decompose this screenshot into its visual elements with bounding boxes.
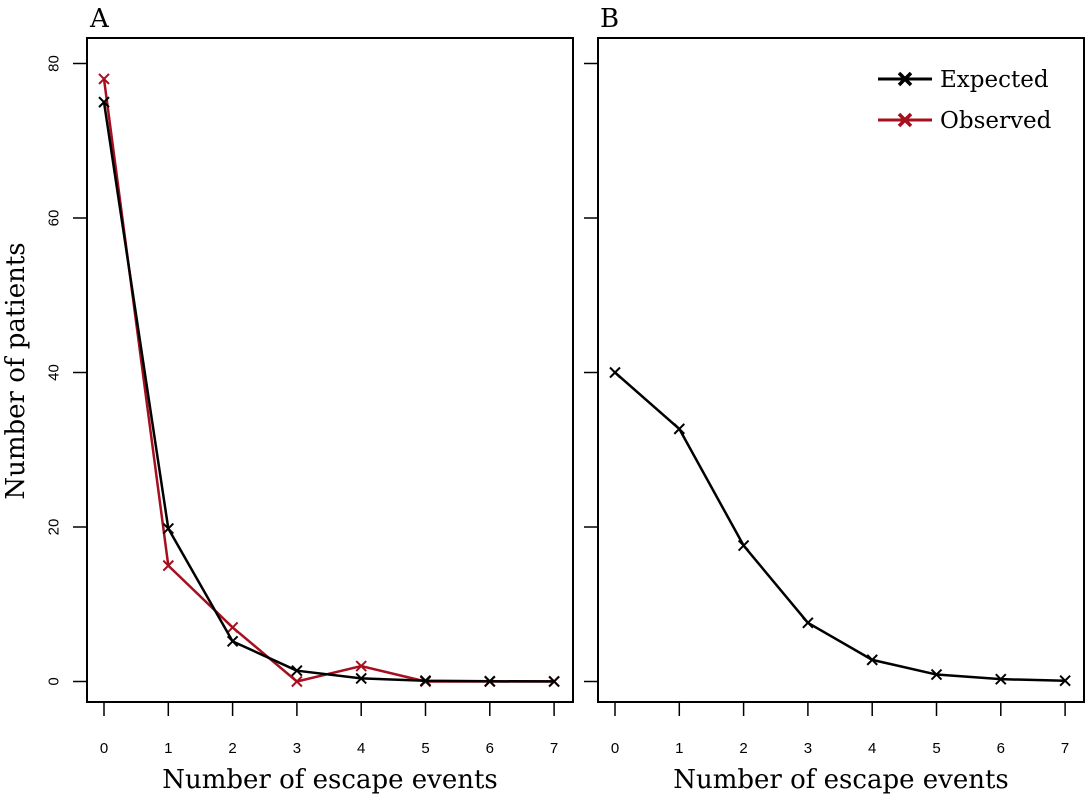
panel-a-x-tick-label: 2	[228, 740, 236, 757]
panel-a-x-tick-label: 6	[486, 740, 494, 757]
panel-b-expected-point	[995, 673, 1007, 685]
panel-a-x-axis-title: Number of escape events	[162, 765, 498, 795]
panel-b-x-tick-label: 3	[804, 740, 812, 757]
panel-b: B Number of escape events 0 1 2 3 4 5 6 7 Expec…	[584, 4, 1085, 795]
panel-a-expected-point	[291, 664, 303, 677]
panel-b-ticks: 0 1 2 3 4 5 6 7	[584, 62, 1069, 757]
panel-a-observed-point	[226, 621, 239, 634]
panel-a-y-tick-label: 60	[46, 210, 63, 227]
panel-b-x-tick-label: 1	[675, 740, 683, 757]
panel-b-expected-point	[1059, 675, 1071, 687]
panel-a-expected-point	[548, 675, 560, 688]
panel-b-expected-point	[737, 539, 750, 552]
panel-a-observed-point	[291, 675, 303, 688]
panel-a: A Number of escape events Number of pati…	[1, 4, 574, 795]
panel-a-y-tick-label: 0	[46, 677, 63, 685]
panel-a-x-tick-label: 3	[293, 740, 301, 757]
panel-a-expected-line	[102, 101, 555, 683]
panel-a-x-tick-label: 4	[357, 740, 365, 757]
panel-b-expected-point	[673, 423, 686, 435]
panel-b-x-axis-title: Number of escape events	[673, 765, 1009, 795]
panel-a-label: A	[89, 4, 110, 34]
panel-b-expected-point	[930, 668, 943, 681]
panel-a-expected-point	[419, 675, 432, 687]
panel-a-observed-point	[98, 73, 110, 85]
panel-a-expected-point	[484, 675, 496, 687]
panel-a-y-tick-label: 20	[46, 519, 63, 536]
panel-b-expected-point	[609, 366, 621, 379]
legend-observed-marker	[897, 112, 913, 128]
panel-a-y-tick-label: 40	[46, 364, 63, 381]
panel-a-observed-point	[355, 660, 367, 672]
panel-b-expected-point	[802, 617, 814, 629]
panel-a-observed-point	[162, 559, 175, 572]
legend-observed-label: Observed	[940, 108, 1052, 134]
panel-a-expected-point	[355, 672, 367, 685]
panel-b-x-tick-label: 6	[997, 740, 1005, 757]
panel-a-ticks: 0 1 2 3 4 5 6 7 0 20 40 60 80	[46, 55, 559, 757]
panel-b-x-tick-label: 0	[611, 740, 619, 757]
panel-b-expected-line	[614, 371, 1066, 682]
panel-a-x-tick-label: 7	[550, 740, 558, 757]
panel-b-x-tick-label: 2	[739, 740, 747, 757]
panel-b-series	[609, 366, 1071, 687]
panel-a-expected-point	[162, 522, 175, 535]
panel-a-x-tick-label: 0	[100, 740, 108, 757]
panel-b-x-tick-label: 4	[868, 740, 876, 757]
legend-expected-marker	[897, 71, 913, 87]
panel-b-label: B	[600, 4, 619, 34]
panel-a-x-tick-label: 5	[421, 740, 429, 757]
panel-b-frame	[597, 37, 1085, 703]
legend: Expected Observed	[878, 67, 1052, 134]
y-axis-title: Number of patients	[1, 242, 31, 499]
legend-expected-label: Expected	[940, 67, 1049, 93]
panel-a-y-tick-label: 80	[46, 55, 63, 72]
panel-a-frame	[86, 37, 574, 703]
panel-b-expected-point	[866, 654, 878, 666]
panel-a-expected-point	[98, 96, 110, 108]
panel-b-x-tick-label: 5	[932, 740, 940, 757]
panel-b-x-tick-label: 7	[1061, 740, 1069, 757]
panel-a-expected-point	[226, 635, 239, 648]
panel-a-series	[98, 73, 560, 688]
panel-a-observed-line	[102, 78, 555, 683]
panel-a-x-tick-label: 1	[164, 740, 172, 757]
